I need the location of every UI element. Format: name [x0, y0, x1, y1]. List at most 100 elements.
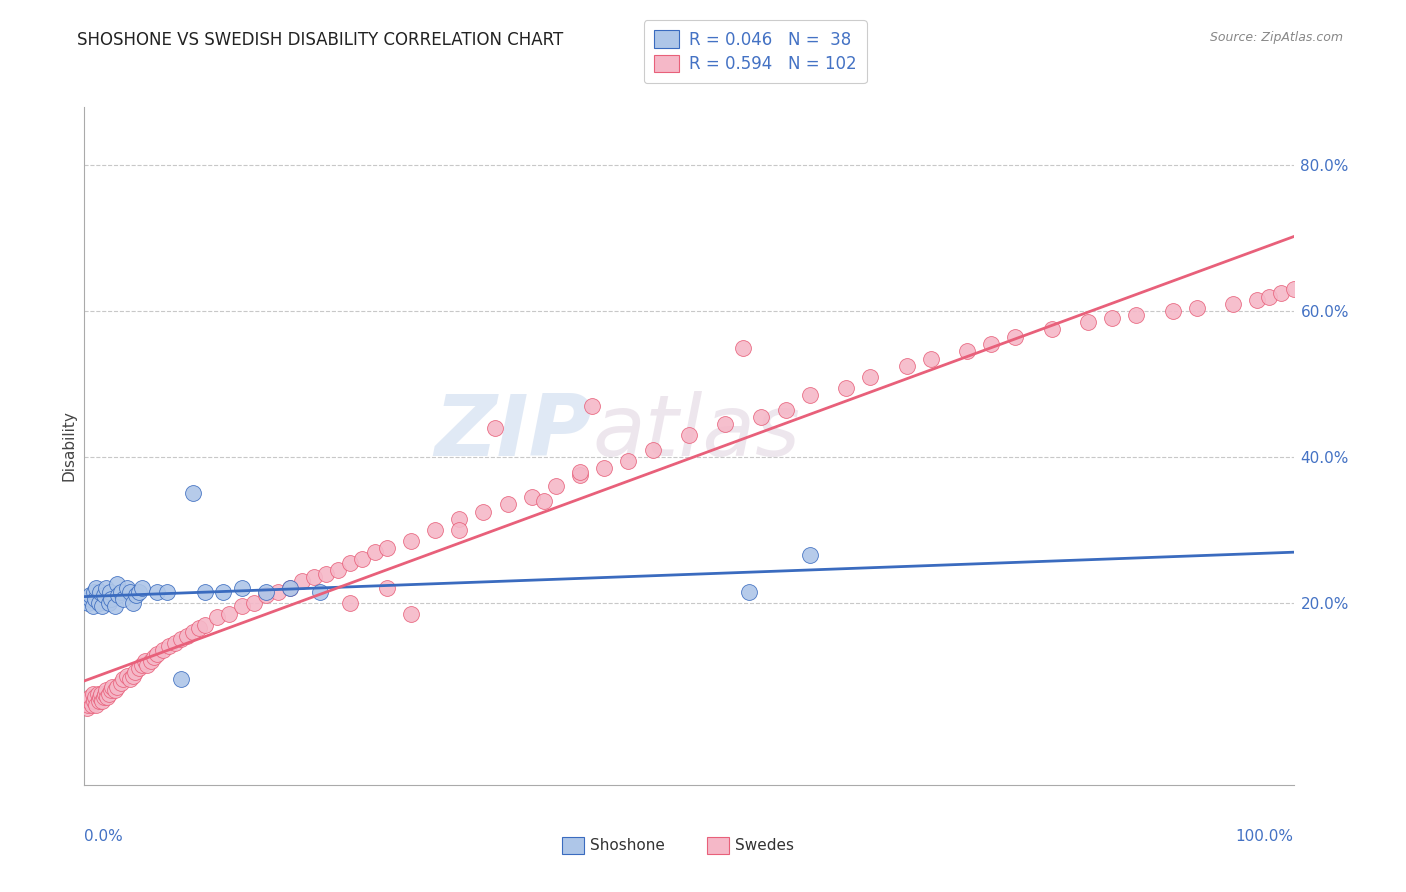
Point	[188, 621, 211, 635]
Point	[89, 584, 111, 599]
Point	[84, 592, 107, 607]
Point	[87, 596, 110, 610]
Point	[91, 599, 114, 614]
Point	[920, 351, 942, 366]
Point	[1270, 285, 1292, 300]
Point	[146, 584, 169, 599]
Point	[254, 589, 277, 603]
Point	[254, 584, 277, 599]
Point	[139, 654, 162, 668]
Point	[423, 523, 446, 537]
Point	[104, 683, 127, 698]
Point	[93, 589, 115, 603]
Point	[733, 341, 755, 355]
Text: 0.0%: 0.0%	[84, 829, 124, 844]
Point	[375, 581, 398, 595]
Point	[84, 690, 107, 705]
Point	[544, 479, 567, 493]
Point	[1246, 293, 1268, 308]
Point	[120, 673, 142, 687]
Point	[128, 661, 150, 675]
Point	[125, 589, 148, 603]
Point	[207, 610, 229, 624]
Point	[231, 599, 253, 614]
Point	[1077, 315, 1099, 329]
Point	[86, 698, 108, 712]
Point	[94, 581, 117, 595]
Point	[309, 584, 332, 599]
Point	[593, 461, 616, 475]
Text: Shoshone: Shoshone	[589, 838, 665, 854]
Text: SHOSHONE VS SWEDISH DISABILITY CORRELATION CHART: SHOSHONE VS SWEDISH DISABILITY CORRELATI…	[77, 31, 564, 49]
Point	[375, 541, 398, 555]
Point	[115, 668, 138, 682]
Point	[94, 687, 117, 701]
Point	[449, 523, 471, 537]
Point	[77, 698, 100, 712]
Point	[859, 369, 882, 384]
Point	[87, 694, 110, 708]
Point	[449, 512, 471, 526]
Point	[86, 581, 108, 595]
Point	[77, 694, 100, 708]
Point	[496, 497, 519, 511]
Point	[107, 589, 129, 603]
Point	[105, 577, 128, 591]
Point	[194, 584, 217, 599]
Point	[520, 490, 543, 504]
Point	[77, 596, 100, 610]
Point	[569, 465, 592, 479]
Point	[157, 640, 180, 654]
Point	[86, 687, 108, 701]
Point	[678, 428, 700, 442]
Point	[121, 668, 143, 682]
Point	[79, 592, 101, 607]
Point	[110, 584, 132, 599]
Point	[980, 337, 1002, 351]
Point	[89, 690, 111, 705]
Point	[170, 673, 193, 687]
Point	[956, 344, 979, 359]
Point	[165, 636, 187, 650]
Point	[91, 694, 114, 708]
Point	[83, 584, 105, 599]
Point	[97, 687, 120, 701]
Point	[775, 402, 797, 417]
Point	[1040, 322, 1063, 336]
Point	[1125, 308, 1147, 322]
Point	[339, 556, 361, 570]
Point	[121, 596, 143, 610]
Point	[101, 680, 124, 694]
Point	[176, 628, 198, 642]
Point	[98, 584, 121, 599]
Point	[82, 599, 104, 614]
Point	[799, 388, 821, 402]
Point	[131, 657, 153, 672]
Point	[1101, 311, 1123, 326]
Point	[1161, 304, 1184, 318]
Point	[115, 581, 138, 595]
Point	[96, 690, 118, 705]
Point	[152, 643, 174, 657]
Point	[80, 698, 103, 712]
Point	[799, 549, 821, 563]
Text: Swedes: Swedes	[735, 838, 794, 854]
Legend: R = 0.046   N =  38, R = 0.594   N = 102: R = 0.046 N = 38, R = 0.594 N = 102	[644, 21, 866, 84]
Point	[128, 584, 150, 599]
Point	[90, 687, 112, 701]
Point	[94, 683, 117, 698]
Point	[143, 650, 166, 665]
Point	[399, 607, 422, 621]
Point	[104, 599, 127, 614]
Point	[242, 596, 264, 610]
Point	[896, 359, 918, 373]
Point	[131, 581, 153, 595]
Point	[1222, 297, 1244, 311]
Point	[112, 592, 135, 607]
Text: Source: ZipAtlas.com: Source: ZipAtlas.com	[1209, 31, 1343, 45]
Text: ZIP: ZIP	[434, 391, 592, 474]
Point	[76, 701, 98, 715]
Point	[339, 596, 361, 610]
Point	[1282, 282, 1305, 296]
FancyBboxPatch shape	[562, 837, 583, 855]
